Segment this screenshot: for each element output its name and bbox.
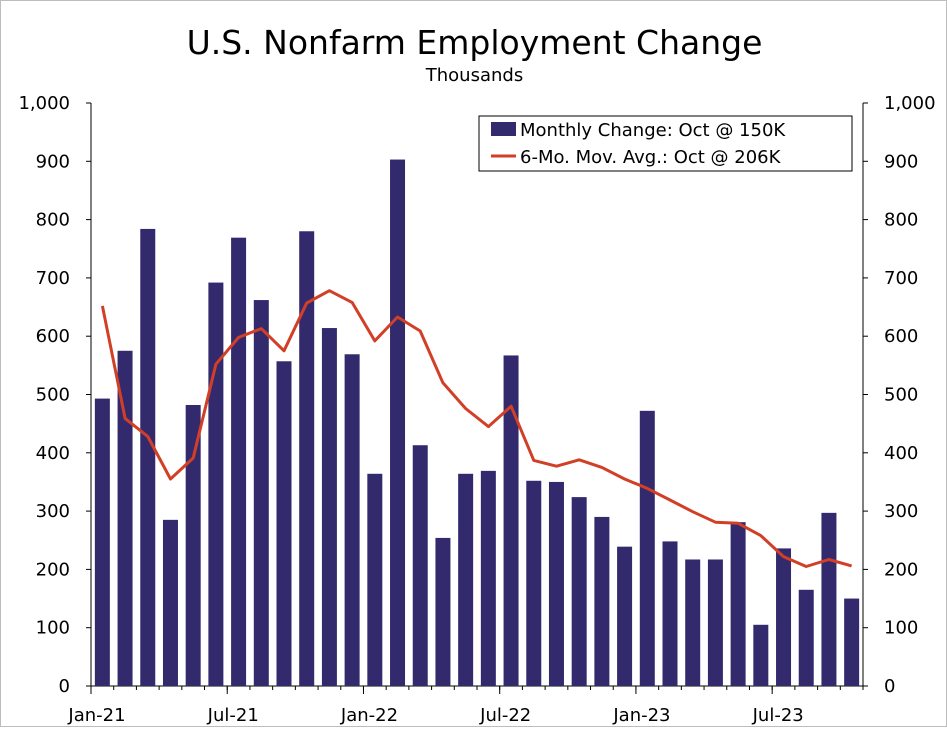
y-tick-label-left: 100 xyxy=(36,618,70,639)
bar xyxy=(344,354,360,686)
bar xyxy=(412,445,428,686)
bar xyxy=(639,410,655,686)
y-tick-label-right: 300 xyxy=(884,501,918,522)
bar xyxy=(707,559,723,686)
bar xyxy=(685,559,701,686)
bar xyxy=(662,541,678,686)
y-tick-label-left: 600 xyxy=(36,326,70,347)
legend-bar-swatch xyxy=(491,122,516,136)
bar xyxy=(299,231,315,686)
y-tick-label-right: 600 xyxy=(884,326,918,347)
bar xyxy=(844,598,860,686)
legend-bar-label: Monthly Change: Oct @ 150K xyxy=(520,120,786,141)
chart-title: U.S. Nonfarm Employment Change xyxy=(186,23,763,62)
y-tick-label-right: 700 xyxy=(884,268,918,289)
moving-average-line xyxy=(100,289,853,568)
line-series xyxy=(100,289,853,568)
x-tick-label: Jan-21 xyxy=(67,705,125,726)
bar xyxy=(503,355,519,686)
y-tick-label-right: 900 xyxy=(884,151,918,172)
bar xyxy=(253,300,269,686)
legend-line-label: 6-Mo. Mov. Avg.: Oct @ 206K xyxy=(520,147,782,168)
bar xyxy=(435,537,451,686)
y-tick-label-right: 400 xyxy=(884,443,918,464)
y-tick-label-left: 0 xyxy=(59,676,70,697)
bar xyxy=(821,512,837,686)
bar xyxy=(185,404,201,686)
y-tick-label-right: 0 xyxy=(884,676,895,697)
bar xyxy=(231,237,247,686)
y-tick-label-right: 500 xyxy=(884,385,918,406)
bar xyxy=(526,480,542,686)
x-tick-label: Jan-22 xyxy=(340,705,398,726)
bar-series xyxy=(94,159,860,687)
bar xyxy=(390,159,406,686)
bar xyxy=(458,473,474,686)
bar xyxy=(730,522,746,686)
y-tick-label-right: 800 xyxy=(884,210,918,231)
y-tick-label-left: 500 xyxy=(36,385,70,406)
bar xyxy=(94,398,110,686)
x-tick-label: Jul-23 xyxy=(752,705,804,726)
x-tick-label: Jul-22 xyxy=(479,705,531,726)
y-tick-label-right: 100 xyxy=(884,618,918,639)
bar xyxy=(140,228,156,687)
chart-subtitle: Thousands xyxy=(425,65,524,86)
y-tick-label-left: 900 xyxy=(36,151,70,172)
bar xyxy=(571,497,587,686)
y-tick-label-left: 300 xyxy=(36,501,70,522)
bar xyxy=(276,361,292,686)
bar xyxy=(162,519,178,686)
y-tick-label-left: 1,000 xyxy=(18,93,70,114)
bar xyxy=(548,481,564,686)
bar xyxy=(617,546,633,686)
bar xyxy=(117,350,133,686)
y-tick-label-left: 400 xyxy=(36,443,70,464)
y-tick-label-right: 200 xyxy=(884,559,918,580)
y-tick-label-left: 200 xyxy=(36,559,70,580)
x-tick-label: Jan-23 xyxy=(612,705,670,726)
bar xyxy=(594,516,610,686)
legend-box xyxy=(478,115,853,172)
bar xyxy=(753,624,769,686)
bar xyxy=(321,328,337,686)
y-tick-label-left: 800 xyxy=(36,210,70,231)
bar xyxy=(208,282,224,686)
y-tick-label-left: 700 xyxy=(36,268,70,289)
legend: Monthly Change: Oct @ 150K 6-Mo. Mov. Av… xyxy=(478,115,853,172)
bar xyxy=(480,470,496,686)
axes: 0 0 100 100 200 200 300 300 400 400 500 500 600 600 70… xyxy=(18,93,935,726)
bar xyxy=(776,548,792,686)
bar xyxy=(367,473,383,686)
bar xyxy=(798,589,814,686)
x-tick-label: Jul-21 xyxy=(207,705,259,726)
y-tick-label-right: 1,000 xyxy=(884,93,936,114)
